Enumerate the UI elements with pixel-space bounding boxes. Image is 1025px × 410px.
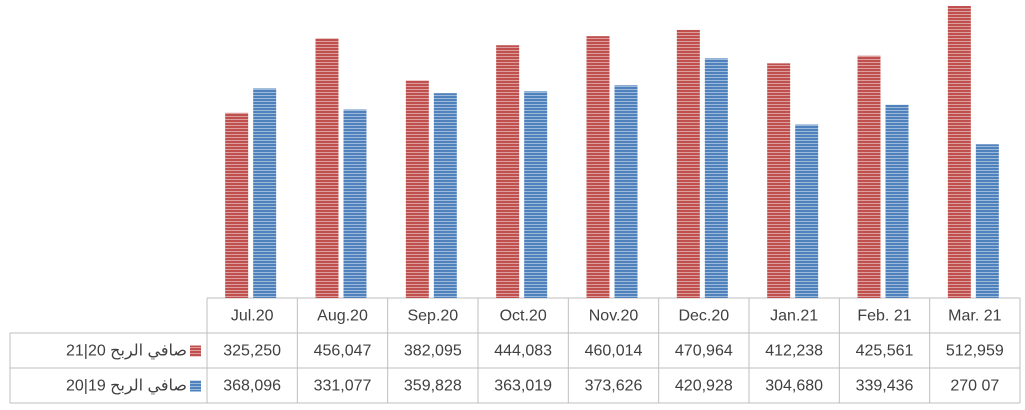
- bar: [586, 36, 610, 299]
- data-table-value: 325,250: [223, 343, 281, 360]
- data-table-value: 470,964: [675, 343, 733, 360]
- data-table-value: 382,095: [404, 343, 462, 360]
- bar: [496, 45, 520, 298]
- bar: [767, 63, 791, 298]
- data-table-value: 444,083: [494, 343, 552, 360]
- bar: [885, 104, 909, 298]
- category-label: Aug.20: [317, 308, 368, 325]
- bar: [405, 80, 429, 298]
- legend-swatch: [190, 345, 201, 357]
- bar: [975, 144, 999, 298]
- bar: [343, 109, 367, 298]
- bar: [947, 6, 971, 298]
- legend-swatch: [190, 380, 201, 392]
- category-label: Jan.21: [770, 308, 818, 325]
- bar: [225, 112, 249, 298]
- category-label: Oct.20: [500, 308, 547, 325]
- data-table-value: 512,959: [946, 343, 1004, 360]
- bar: [315, 38, 339, 298]
- bar: [795, 124, 819, 298]
- bar: [857, 55, 881, 298]
- data-table-value: 331,077: [314, 378, 372, 395]
- data-table-value: 420,928: [675, 378, 733, 395]
- data-table-value: 412,238: [765, 343, 823, 360]
- data-table-value: 339,436: [856, 378, 914, 395]
- legend-label: صافي الربح 19|20: [66, 378, 187, 396]
- category-label: Nov.20: [589, 308, 639, 325]
- category-label: Mar. 21: [948, 308, 1001, 325]
- bar: [704, 58, 728, 298]
- category-label: Feb. 21: [857, 308, 911, 325]
- data-table-value: 359,828: [404, 378, 462, 395]
- bar: [253, 88, 277, 298]
- category-label: Dec.20: [678, 308, 729, 325]
- data-table-value: 304,680: [765, 378, 823, 395]
- category-label: Sep.20: [407, 308, 458, 325]
- data-table-value: 373,626: [585, 378, 643, 395]
- data-table-value: 270 07: [950, 378, 999, 395]
- data-table-value: 425,561: [856, 343, 914, 360]
- data-table-value: 368,096: [223, 378, 281, 395]
- bar: [676, 29, 700, 298]
- category-label: Jul.20: [231, 308, 274, 325]
- bar: [614, 85, 638, 298]
- data-table-value: 460,014: [585, 343, 643, 360]
- legend-label: صافي الربح 20|21: [66, 343, 187, 361]
- bar: [524, 91, 548, 298]
- bar: [433, 93, 457, 298]
- data-table-value: 456,047: [314, 343, 372, 360]
- data-table-value: 363,019: [494, 378, 552, 395]
